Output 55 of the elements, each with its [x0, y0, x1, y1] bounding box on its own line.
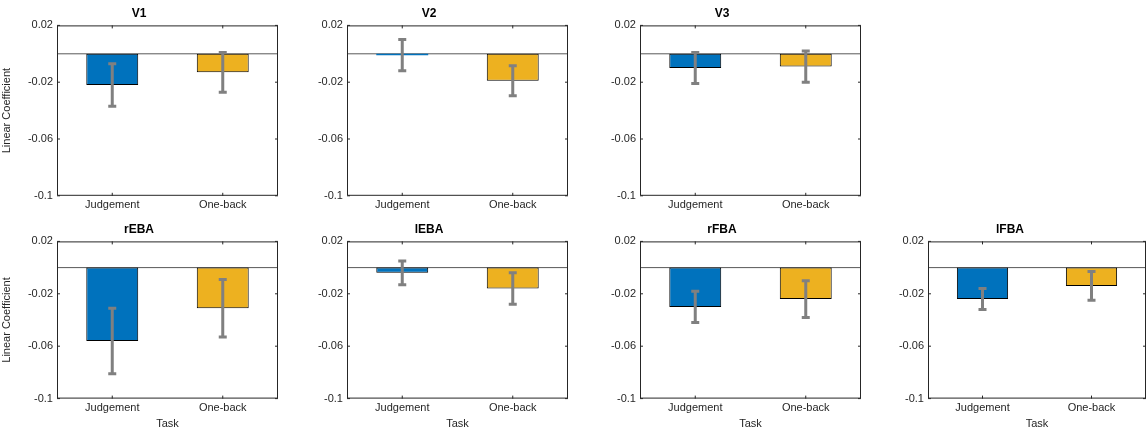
y-tick-label: -0.06 — [898, 339, 924, 352]
x-tick-label: Judgement — [955, 401, 1010, 414]
x-tick-label: One-back — [198, 401, 248, 414]
chart-title: V1 — [131, 5, 147, 20]
y-tick-label: -0.02 — [27, 75, 53, 88]
y-tick-label: -0.06 — [317, 339, 343, 352]
x-tick-label: One-back — [781, 198, 831, 211]
x-axis-title: Task — [1025, 417, 1049, 430]
chart-title: V3 — [714, 5, 730, 20]
x-axis-title: Task — [446, 417, 470, 430]
chart-title: rEBA — [123, 221, 155, 236]
x-axis-title: Task — [156, 417, 180, 430]
y-tick-label: 0.02 — [321, 18, 343, 31]
chart-title: rFBA — [707, 221, 737, 236]
y-tick-label: -0.02 — [317, 75, 343, 88]
y-tick-label: -0.02 — [610, 75, 636, 88]
x-tick-label: Judgement — [375, 401, 430, 414]
y-tick-label: -0.02 — [610, 286, 636, 299]
x-tick-label: One-back — [198, 198, 248, 211]
y-tick-label: -0.1 — [34, 188, 53, 201]
y-tick-label: -0.1 — [324, 188, 343, 201]
y-tick-label: -0.02 — [317, 286, 343, 299]
x-tick-label: One-back — [488, 401, 538, 414]
x-tick-label: Judgement — [668, 198, 723, 211]
y-tick-label: -0.1 — [324, 391, 343, 404]
y-tick-label: 0.02 — [614, 18, 636, 31]
y-tick-label: -0.06 — [27, 339, 53, 352]
x-tick-label: Judgement — [85, 401, 140, 414]
chart-title: lEBA — [414, 221, 444, 236]
chart-title: V2 — [421, 5, 437, 20]
x-tick-label: One-back — [1067, 401, 1116, 414]
y-tick-label: -0.02 — [898, 286, 924, 299]
y-tick-label: 0.02 — [321, 234, 343, 247]
y-tick-label: -0.1 — [905, 391, 924, 404]
y-tick-label: -0.1 — [617, 188, 636, 201]
y-tick-label: 0.02 — [902, 234, 924, 247]
y-tick-label: 0.02 — [31, 18, 53, 31]
y-tick-label: 0.02 — [614, 234, 636, 247]
x-tick-label: One-back — [781, 401, 831, 414]
y-axis-title: Linear Coefficient — [0, 277, 12, 363]
y-tick-label: -0.06 — [317, 132, 343, 145]
y-tick-label: 0.02 — [31, 234, 53, 247]
chart-title: lFBA — [996, 221, 1025, 236]
y-tick-label: -0.02 — [27, 286, 53, 299]
y-tick-label: -0.06 — [610, 132, 636, 145]
x-axis-title: Task — [739, 417, 763, 430]
x-tick-label: Judgement — [85, 198, 140, 211]
y-tick-label: -0.06 — [610, 339, 636, 352]
y-tick-label: -0.06 — [27, 132, 53, 145]
y-tick-label: -0.1 — [34, 391, 53, 404]
y-axis-title: Linear Coefficient — [0, 67, 12, 154]
x-tick-label: Judgement — [375, 198, 430, 211]
x-tick-label: Judgement — [668, 401, 723, 414]
y-tick-label: -0.1 — [617, 391, 636, 404]
x-tick-label: One-back — [488, 198, 538, 211]
